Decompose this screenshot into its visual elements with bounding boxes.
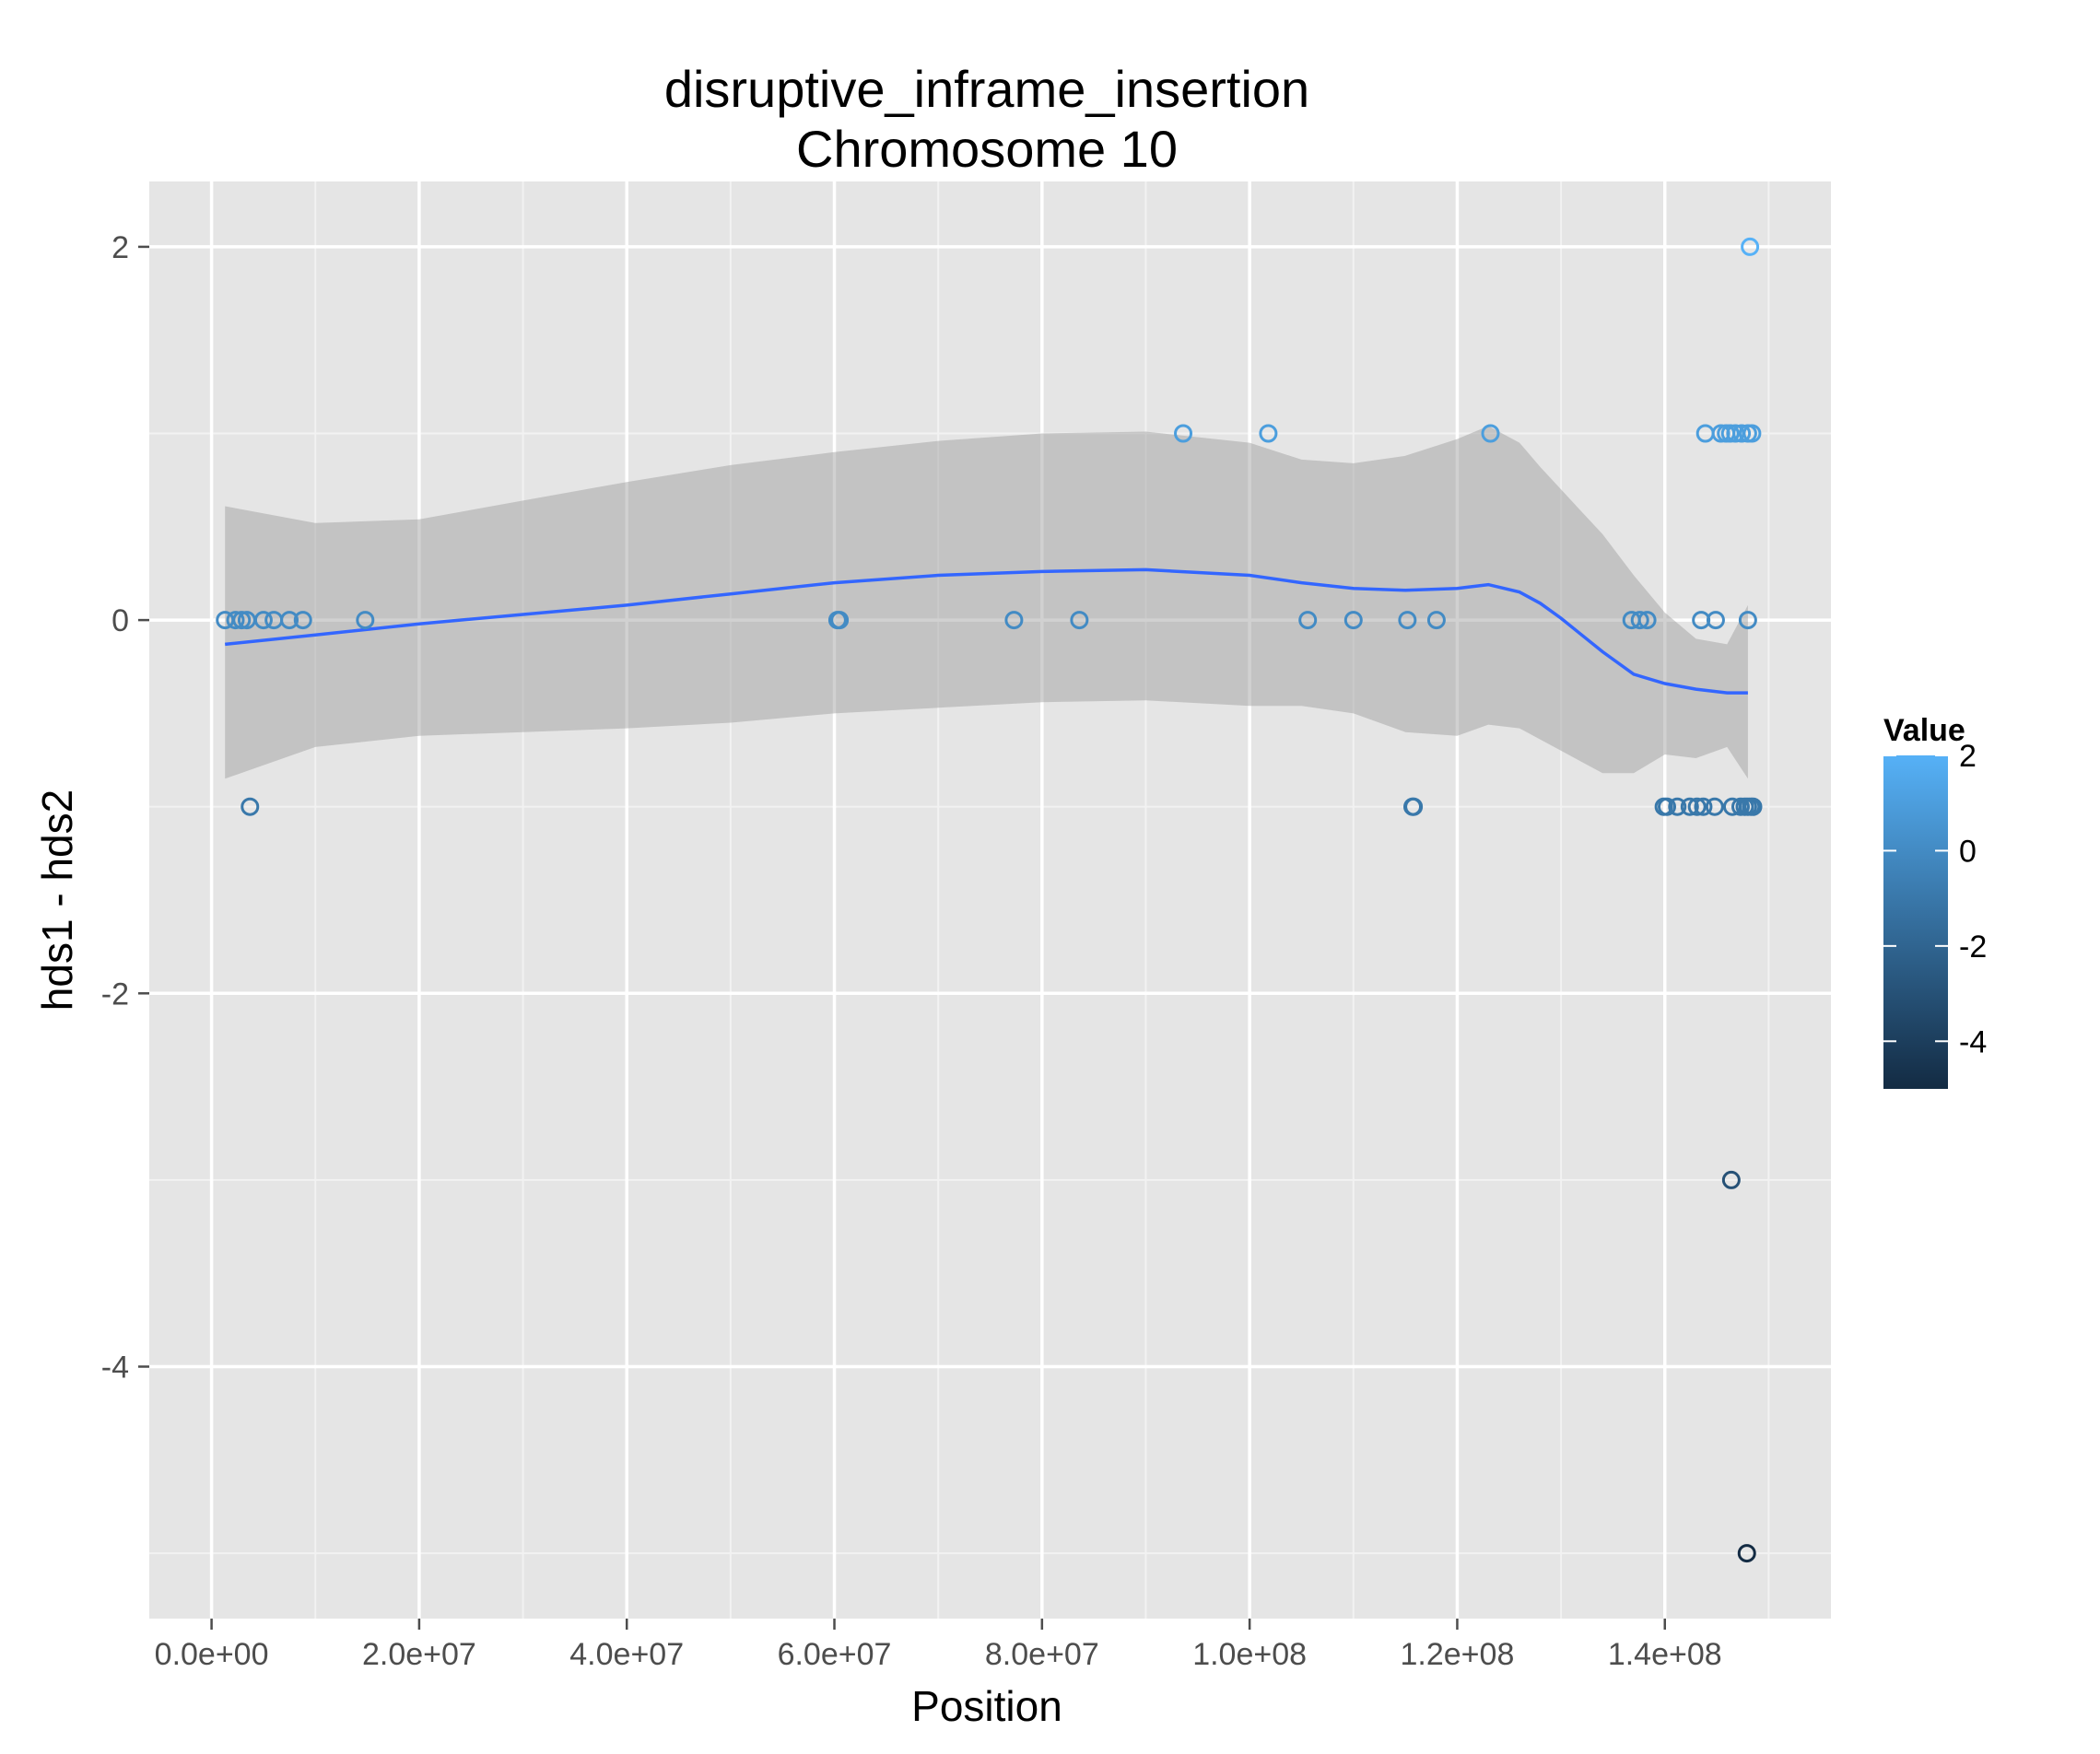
data-point	[1658, 797, 1677, 816]
data-point	[1732, 424, 1752, 443]
data-point	[1630, 611, 1649, 630]
data-point	[356, 611, 375, 630]
x-tick-label: 6.0e+07	[778, 1637, 892, 1672]
legend-tick-label: 0	[1959, 834, 1977, 869]
smooth-line	[225, 567, 1748, 695]
legend-tick-label: 2	[1959, 739, 1977, 774]
grid-minor	[149, 181, 1831, 1619]
data-point	[1721, 1170, 1741, 1189]
data-point	[1070, 611, 1089, 630]
data-point	[1743, 797, 1763, 816]
y-tick-label: -4	[101, 1350, 129, 1385]
y-tick-label: 2	[111, 230, 129, 265]
confidence-band-layer	[225, 426, 1748, 779]
data-point	[1004, 611, 1024, 630]
data-point	[830, 611, 850, 630]
x-tick-label: 2.0e+07	[362, 1637, 476, 1672]
data-point	[1404, 797, 1424, 816]
data-point	[226, 611, 245, 630]
points-layer	[216, 237, 1763, 1563]
data-point	[1738, 611, 1757, 630]
chart-subtitle: Chromosome 10	[796, 120, 1178, 178]
x-tick-label: 1.4e+08	[1608, 1637, 1722, 1672]
y-tick-label: -2	[101, 976, 129, 1011]
data-point	[1481, 424, 1500, 443]
data-point	[1742, 424, 1762, 443]
data-point	[241, 797, 260, 816]
legend: Value 2 0 -2 -4	[1883, 713, 1987, 1089]
grid-major	[149, 181, 1831, 1619]
legend-ticks: 2 0 -2 -4	[1883, 739, 1987, 1059]
data-point	[1741, 237, 1760, 256]
data-point	[1426, 611, 1446, 630]
x-tick-label: 0.0e+00	[155, 1637, 269, 1672]
x-axis: 0.0e+00 2.0e+07 4.0e+07 6.0e+07 8.0e+07 1.0e+…	[155, 1619, 1722, 1672]
data-point	[1680, 797, 1699, 816]
data-point	[1706, 611, 1725, 630]
smooth-line-layer	[225, 567, 1748, 695]
data-point	[1705, 797, 1724, 816]
x-tick-label: 1.2e+08	[1401, 1637, 1515, 1672]
data-point	[293, 611, 312, 630]
y-axis-title: hds1 - hds2	[33, 789, 81, 1011]
data-point	[1398, 611, 1417, 630]
x-axis-title: Position	[911, 1682, 1062, 1730]
legend-tick-label: -2	[1959, 930, 1987, 965]
data-point	[1720, 424, 1740, 443]
plot-panel	[149, 181, 1831, 1619]
data-point	[280, 611, 299, 630]
confidence-band	[225, 426, 1748, 779]
data-point	[1298, 611, 1318, 630]
data-point	[253, 611, 273, 630]
data-point	[1668, 797, 1687, 816]
legend-tick-label: -4	[1959, 1024, 1987, 1059]
chart-title: disruptive_inframe_insertion	[664, 60, 1309, 118]
data-point	[232, 611, 252, 630]
y-axis: -4 -2 0 2	[101, 230, 149, 1385]
data-point	[1174, 424, 1193, 443]
data-point	[1259, 424, 1278, 443]
data-point	[1694, 797, 1713, 816]
legend-colorbar	[1883, 755, 1948, 1089]
data-point	[1687, 797, 1707, 816]
x-tick-label: 1.0e+08	[1192, 1637, 1307, 1672]
x-tick-label: 4.0e+07	[569, 1637, 684, 1672]
y-tick-label: 0	[111, 603, 129, 638]
data-point	[1737, 1544, 1756, 1563]
data-point	[1637, 611, 1657, 630]
data-point	[1343, 611, 1363, 630]
x-tick-label: 8.0e+07	[985, 1637, 1099, 1672]
legend-title: Value	[1883, 713, 1965, 748]
